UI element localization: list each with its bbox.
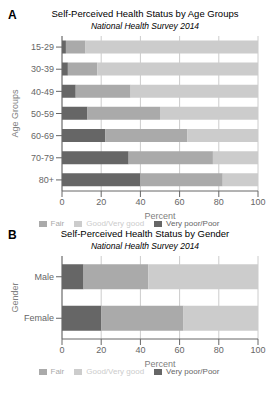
svg-text:60: 60 xyxy=(175,345,185,355)
svg-text:Gender: Gender xyxy=(10,282,20,312)
html-text:B: B xyxy=(8,228,17,242)
svg-text:0: 0 xyxy=(59,197,64,207)
svg-text:0: 0 xyxy=(59,345,64,355)
svg-text:50-59: 50-59 xyxy=(31,109,54,119)
html-text:National Health Survey 2014: National Health Survey 2014 xyxy=(90,241,200,251)
html-text:Fair: Fair xyxy=(50,219,65,228)
svg-text:Female: Female xyxy=(24,313,54,323)
svg-text:100: 100 xyxy=(250,197,265,207)
svg-text:60: 60 xyxy=(175,197,185,207)
html-text:Self-Perceived Health Status b: Self-Perceived Health Status by Age Grou… xyxy=(51,8,239,19)
svg-text:Age Groups: Age Groups xyxy=(10,89,20,138)
svg-text:70-79: 70-79 xyxy=(31,153,54,163)
svg-text:Percent: Percent xyxy=(144,359,176,369)
html-text:Good/Very good: Good/Very good xyxy=(86,219,145,228)
svg-text:80: 80 xyxy=(214,345,224,355)
html-text:Good/Very good: Good/Very good xyxy=(86,367,145,376)
svg-text:60-69: 60-69 xyxy=(31,131,54,141)
svg-text:Male: Male xyxy=(34,272,54,282)
svg-text:100: 100 xyxy=(250,345,265,355)
svg-text:40: 40 xyxy=(135,345,145,355)
svg-text:30-39: 30-39 xyxy=(31,64,54,74)
html-text:Self-Perceived Health Status b: Self-Perceived Health Status by Gender xyxy=(60,228,230,239)
svg-text:80: 80 xyxy=(214,197,224,207)
svg-text:20: 20 xyxy=(96,345,106,355)
svg-text:80+: 80+ xyxy=(39,175,54,185)
svg-text:20: 20 xyxy=(96,197,106,207)
svg-text:Percent: Percent xyxy=(144,211,176,221)
svg-text:40-49: 40-49 xyxy=(31,87,54,97)
html-text:A: A xyxy=(8,8,17,22)
svg-text:15-29: 15-29 xyxy=(31,42,54,52)
html-text:Fair: Fair xyxy=(50,367,65,376)
svg-text:40: 40 xyxy=(135,197,145,207)
html-text:Very poor/Poor: Very poor/Poor xyxy=(166,219,220,228)
html-text:National Health Survey 2014: National Health Survey 2014 xyxy=(90,21,200,31)
html-text:Very poor/Poor: Very poor/Poor xyxy=(166,367,220,376)
